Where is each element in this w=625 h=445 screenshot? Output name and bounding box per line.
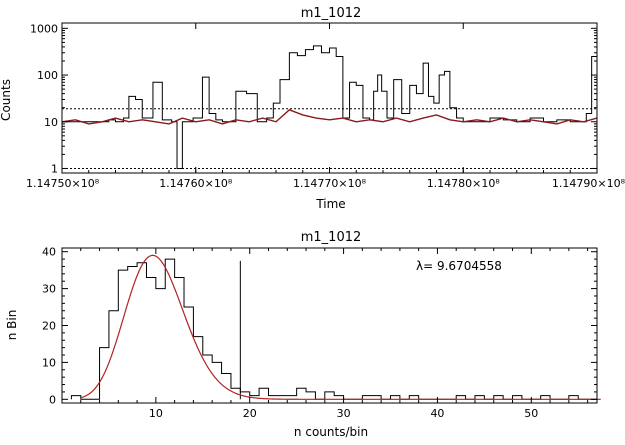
bottom-x-tick-label: 40	[430, 407, 444, 420]
bottom-y-tick-label: 20	[42, 320, 56, 333]
top-y-tick-label: 100	[37, 69, 58, 82]
poisson-fit-curve	[80, 254, 601, 400]
top-plot-frame	[61, 22, 598, 174]
bottom-x-tick-label: 10	[149, 407, 163, 420]
bottom-x-axis-label: n counts/bin	[294, 425, 368, 439]
bottom-plot-frame	[61, 247, 598, 404]
top-y-tick-label: 10	[44, 116, 58, 129]
light-curve-panel: m1_1012 Counts Time 1.14750×10⁸ 1.14760×1…	[0, 6, 625, 211]
top-x-tick-label: 1.14780×10⁸	[427, 177, 501, 190]
top-x-tick-label: 1.14750×10⁸	[26, 177, 100, 190]
bottom-y-tick-label: 10	[42, 356, 56, 369]
top-x-tick-label: 1.14790×10⁸	[552, 177, 625, 190]
lambda-annotation: λ= 9.6704558	[416, 259, 502, 273]
bottom-axis-ticks: 10 20 30 40 50 0 10 20 30 40	[42, 246, 597, 420]
top-chart-title: m1_1012	[301, 6, 362, 21]
top-x-axis-label: Time	[315, 197, 345, 211]
top-grid	[62, 108, 597, 169]
bottom-y-tick-label: 0	[49, 393, 56, 406]
bottom-x-tick-label: 20	[243, 407, 257, 420]
top-x-tick-label: 1.14760×10⁸	[159, 177, 233, 190]
bottom-x-tick-label: 30	[337, 407, 351, 420]
bottom-y-axis-label: n Bin	[5, 310, 19, 341]
top-y-tick-label: 1	[51, 162, 58, 175]
bottom-y-tick-label: 40	[42, 246, 56, 259]
raw-counts-line	[62, 45, 598, 169]
bottom-series-group	[70, 254, 601, 400]
top-y-tick-label: 1000	[30, 22, 58, 35]
histogram-panel: m1_1012 n Bin n counts/bin λ= 9.6704558 …	[5, 230, 601, 439]
filtered-counts-line	[61, 109, 598, 125]
histogram-outline	[70, 258, 597, 400]
top-y-axis-label: Counts	[0, 79, 13, 121]
top-series-group	[61, 45, 598, 169]
bottom-chart-title: m1_1012	[301, 230, 362, 245]
bottom-y-tick-label: 30	[42, 283, 56, 296]
top-x-tick-label: 1.14770×10⁸	[293, 177, 367, 190]
bottom-x-tick-label: 50	[524, 407, 538, 420]
top-axis-ticks: 1.14750×10⁸ 1.14760×10⁸ 1.14770×10⁸ 1.14780…	[26, 22, 625, 190]
